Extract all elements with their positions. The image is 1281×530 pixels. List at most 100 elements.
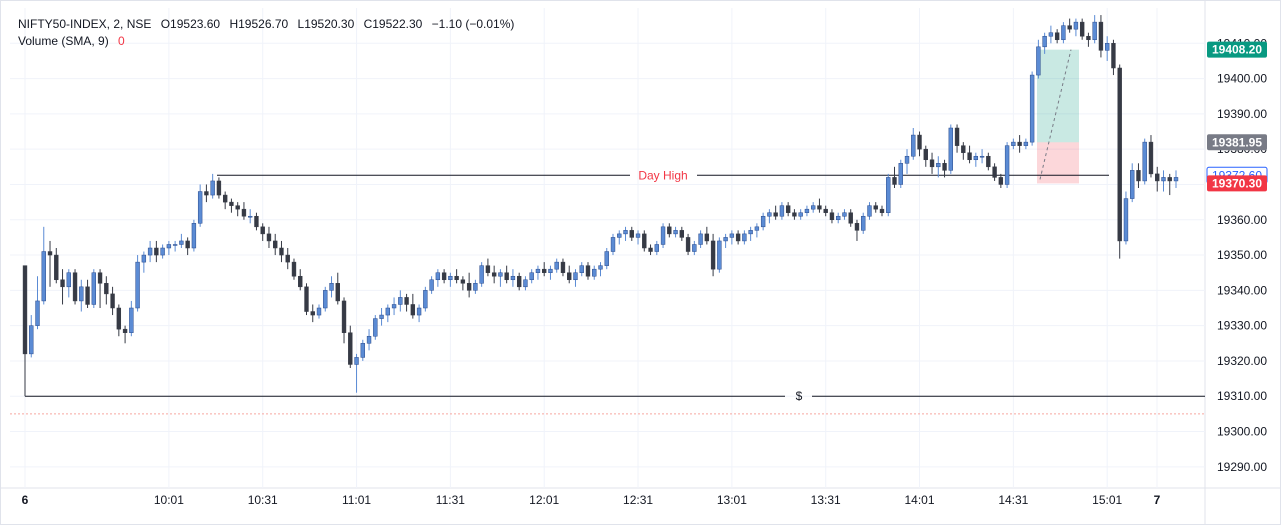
candle-body xyxy=(648,247,653,252)
candle-body xyxy=(323,290,328,309)
candle xyxy=(679,226,685,241)
candle-body xyxy=(1073,21,1079,30)
candle-body xyxy=(1148,141,1154,175)
stop-zone xyxy=(1037,142,1079,184)
price-label-gray: 19381.95 xyxy=(1207,134,1267,151)
candle-body xyxy=(216,180,222,196)
candle-body xyxy=(717,240,722,270)
x-tick-label: 6 xyxy=(22,493,29,507)
indicator-label[interactable]: Volume (SMA, 9) xyxy=(18,34,109,48)
price-label-red: 19370.30 xyxy=(1207,175,1267,192)
candle-body xyxy=(861,215,866,231)
candle xyxy=(216,177,222,199)
candle-body xyxy=(341,300,347,333)
candle-body xyxy=(441,272,447,281)
day-high-label: Day High xyxy=(638,168,687,182)
candle xyxy=(273,233,278,256)
candle xyxy=(617,230,622,245)
candle-body xyxy=(41,251,46,302)
candle xyxy=(992,163,997,181)
candle-body xyxy=(548,268,553,273)
candle xyxy=(998,173,1004,188)
candle-body xyxy=(923,148,928,161)
candle xyxy=(929,152,935,174)
candle xyxy=(961,142,966,160)
candle-body xyxy=(998,177,1004,185)
candle-body xyxy=(135,261,140,309)
candle-body xyxy=(911,134,916,157)
candle xyxy=(660,223,666,248)
y-tick-label: 19300.00 xyxy=(1217,425,1267,439)
candle xyxy=(698,230,703,248)
candle xyxy=(623,226,628,241)
candle-body xyxy=(679,230,685,238)
candle xyxy=(648,244,653,256)
candle xyxy=(742,230,747,245)
candle-body xyxy=(498,272,503,277)
candle-body xyxy=(516,275,522,288)
candle-body xyxy=(335,283,340,302)
candle-body xyxy=(310,311,315,316)
y-tick-label: 19310.00 xyxy=(1217,389,1267,403)
candle-body xyxy=(285,254,290,263)
y-tick-label: 19360.00 xyxy=(1217,213,1267,227)
candle-body xyxy=(667,226,672,235)
candle-body xyxy=(404,297,409,305)
candle-body xyxy=(554,261,559,270)
candle-body xyxy=(592,268,597,277)
candle-body xyxy=(560,261,566,273)
candle xyxy=(516,272,522,291)
candle xyxy=(585,262,591,280)
candle xyxy=(1029,71,1035,146)
candle xyxy=(1142,138,1147,185)
candle-body xyxy=(1098,21,1104,51)
candle-body xyxy=(598,265,603,270)
candle xyxy=(804,205,810,217)
candle-body xyxy=(567,272,572,281)
candle-body xyxy=(673,230,678,235)
candle-body xyxy=(222,194,228,203)
candle xyxy=(1123,191,1129,245)
candle-body xyxy=(266,233,272,242)
candle-body xyxy=(904,155,910,164)
candle xyxy=(166,240,172,256)
candle-body xyxy=(1086,35,1091,41)
candle-body xyxy=(660,226,666,245)
chart-legend: NIFTY50-INDEX, 2, NSE O19523.60 H19526.7… xyxy=(18,16,520,50)
candle-body xyxy=(779,205,785,217)
candle-body xyxy=(348,332,353,365)
candle xyxy=(592,265,597,280)
candle xyxy=(785,202,791,217)
candle-body xyxy=(610,237,616,252)
horizontal-lines[interactable]: Day High $ xyxy=(10,168,1205,415)
candle xyxy=(604,248,609,270)
candle-body xyxy=(867,205,872,217)
candle xyxy=(598,262,603,277)
symbol-label[interactable]: NIFTY50-INDEX, 2, NSE xyxy=(18,17,152,31)
candle xyxy=(35,276,40,330)
position-box[interactable] xyxy=(1037,49,1079,184)
candle-body xyxy=(1130,170,1135,199)
candle-body xyxy=(1067,25,1072,30)
candle xyxy=(323,286,328,312)
candle xyxy=(760,212,766,231)
candle-body xyxy=(97,272,103,284)
candle xyxy=(1173,170,1179,188)
y-tick-label: 19330.00 xyxy=(1217,319,1267,333)
candle xyxy=(867,202,872,220)
y-tick-label: 19320.00 xyxy=(1217,354,1267,368)
candle xyxy=(179,233,184,248)
candle-body xyxy=(929,159,935,168)
candle xyxy=(66,269,71,298)
candle-body xyxy=(1142,141,1147,182)
candle-body xyxy=(172,244,178,246)
candle-body xyxy=(1011,141,1016,146)
candle-body xyxy=(986,155,991,168)
candle xyxy=(197,184,203,227)
candle-body xyxy=(1029,74,1035,143)
candle-body xyxy=(35,300,40,326)
candle-body xyxy=(510,275,516,281)
